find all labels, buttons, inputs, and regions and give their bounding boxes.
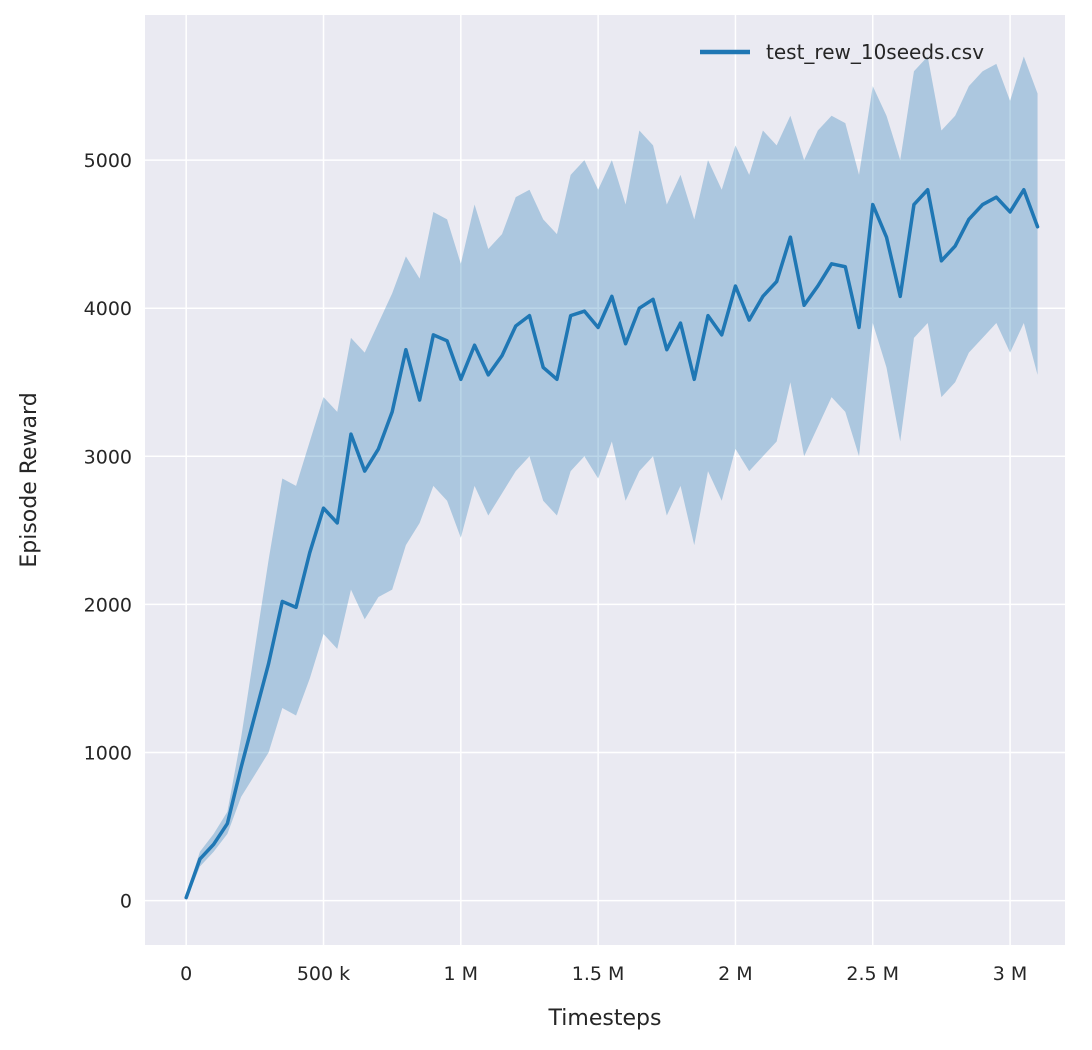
x-tick-label: 3 M bbox=[993, 963, 1028, 985]
x-tick-label: 2.5 M bbox=[846, 963, 899, 985]
series-line bbox=[184, 187, 1040, 900]
mean-line bbox=[184, 187, 1040, 900]
legend-label: test_rew_10seeds.csv bbox=[766, 40, 984, 64]
x-tick-label: 1 M bbox=[444, 963, 479, 985]
x-tick-label: 1.5 M bbox=[572, 963, 625, 985]
gridlines bbox=[145, 15, 1065, 945]
plot-area bbox=[145, 15, 1065, 945]
x-axis-label: Timesteps bbox=[548, 1006, 662, 1031]
confidence-band-area bbox=[186, 56, 1038, 901]
y-tick-label: 3000 bbox=[84, 446, 132, 468]
y-axis-label: Episode Reward bbox=[17, 392, 42, 567]
x-tick-labels: 0 500 k 1 M 1.5 M 2 M 2.5 M 3 M bbox=[180, 963, 1027, 985]
y-tick-label: 2000 bbox=[84, 594, 132, 616]
x-tick-label: 0 bbox=[180, 963, 192, 985]
y-tick-labels: 0 1000 2000 3000 4000 5000 bbox=[84, 150, 132, 912]
legend: test_rew_10seeds.csv bbox=[700, 40, 984, 64]
y-tick-label: 1000 bbox=[84, 742, 132, 764]
y-tick-label: 5000 bbox=[84, 150, 132, 172]
x-tick-label: 2 M bbox=[718, 963, 753, 985]
y-tick-label: 4000 bbox=[84, 298, 132, 320]
x-tick-label: 500 k bbox=[297, 963, 350, 985]
y-tick-label: 0 bbox=[120, 891, 132, 913]
confidence-band bbox=[186, 56, 1038, 901]
